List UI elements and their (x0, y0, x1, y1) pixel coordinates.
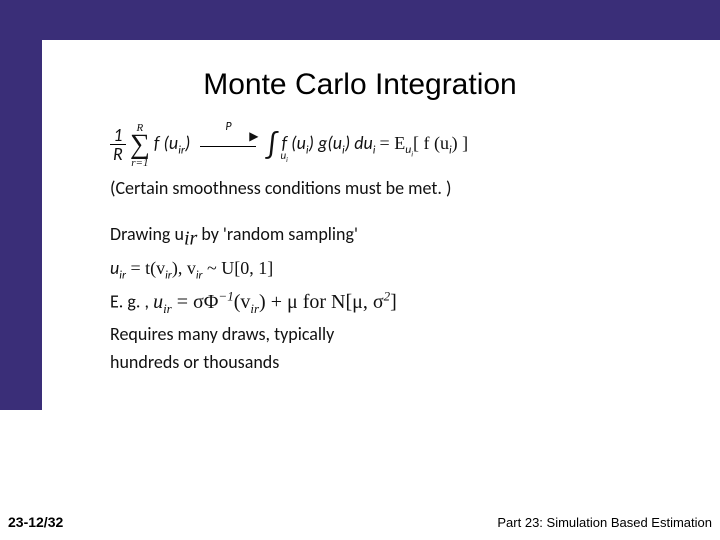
arrow-label: P (225, 120, 231, 134)
sum-lower: r=1 (131, 158, 148, 169)
slide-body: 1 R ∑ R r=1 f (uir) P ▶ ∫ ui f (ui) g(ui… (110, 120, 690, 379)
frac-den: R (110, 145, 126, 163)
requires-line-1: Requires many draws, typically (110, 323, 690, 345)
sum-operator: ∑ R r=1 (130, 131, 150, 159)
smoothness-note: (Certain smoothness conditions must be m… (110, 177, 690, 199)
sidebar-bar (0, 0, 42, 410)
requires-line-2: hundreds or thousands (110, 351, 690, 373)
converges-arrow: P ▶ (200, 134, 256, 156)
slide-title: Monte Carlo Integration (0, 68, 720, 102)
header-bar (0, 0, 720, 40)
sum-upper: R (136, 123, 143, 134)
integral-operator: ∫ ui (267, 130, 278, 160)
footer-part-label: Part 23: Simulation Based Estimation (497, 515, 712, 530)
sum-term-sub: ir (178, 143, 185, 157)
equation-3: E. g. , uir = σΦ−1(vir) + μ for N[μ, σ2] (110, 288, 690, 317)
drawing-line: Drawing uir by 'random sampling' (110, 223, 690, 251)
equation-1: 1 R ∑ R r=1 f (uir) P ▶ ∫ ui f (ui) g(ui… (110, 126, 690, 163)
equation-2: uir = t(vir), vir ~ U[0, 1] (110, 257, 690, 283)
sum-term-close: ) (185, 132, 190, 154)
sum-term-f: f (u (154, 132, 178, 154)
slide: Monte Carlo Integration 1 R ∑ R r=1 f (u… (0, 0, 720, 540)
page-number: 23-12/32 (8, 514, 63, 530)
